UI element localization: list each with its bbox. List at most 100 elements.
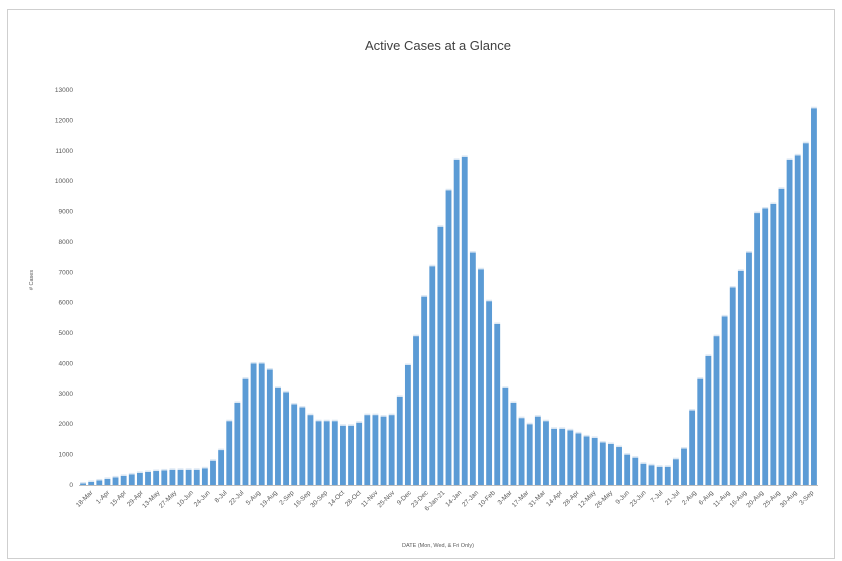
bar	[486, 301, 493, 485]
bar	[461, 156, 468, 485]
bar	[421, 296, 428, 485]
bar	[543, 421, 549, 485]
bar-cap	[705, 354, 712, 356]
bar-cap	[778, 187, 785, 189]
bar	[559, 428, 566, 485]
y-tick-label: 8000	[59, 239, 74, 246]
bar-cap	[551, 427, 557, 429]
bar	[624, 454, 631, 485]
bar-cap	[356, 421, 363, 423]
bar-cap	[811, 106, 817, 109]
bar-cap	[469, 251, 476, 253]
bar-cap	[559, 427, 566, 429]
x-tick-label: 28-Oct	[344, 489, 363, 508]
bar	[218, 450, 225, 485]
bar	[729, 287, 736, 485]
bar-cap	[567, 428, 574, 431]
bar-cap	[543, 419, 549, 422]
bar-cap	[672, 457, 679, 460]
bar-cap	[681, 447, 687, 449]
bar-cap	[112, 475, 119, 478]
bar-cap	[331, 419, 338, 422]
y-tick-label: 6000	[59, 300, 74, 307]
y-axis-title: # Cases	[29, 270, 35, 290]
bar-cap	[218, 448, 225, 451]
bar	[770, 203, 777, 485]
bar-cap	[802, 141, 809, 144]
bar-cap	[591, 436, 598, 438]
bar-cap	[445, 188, 452, 191]
bar	[120, 475, 127, 485]
bar-cap	[583, 434, 590, 437]
bar	[672, 459, 679, 485]
bar-cap	[266, 368, 273, 370]
bar-cap	[153, 469, 160, 472]
bar-cap	[185, 468, 192, 470]
bar	[356, 422, 363, 485]
y-tick-label: 11000	[55, 148, 73, 155]
bar	[478, 269, 484, 485]
bar-cap	[648, 463, 655, 466]
bar	[648, 465, 655, 485]
bar	[737, 270, 744, 485]
bar-cap	[607, 442, 614, 444]
bar	[315, 421, 322, 485]
bar-cap	[689, 409, 696, 411]
x-tick-label: 18-Mar	[75, 489, 95, 509]
bar	[201, 468, 208, 485]
bar-cap	[258, 361, 265, 364]
y-tick-label: 0	[69, 482, 73, 489]
bar-cap	[283, 390, 290, 393]
bar	[721, 316, 728, 485]
bar-cap	[323, 419, 330, 422]
bar-cap	[599, 440, 606, 443]
bar	[275, 387, 281, 485]
x-axis-title: DATE (Mon, Wed, & Fri Only)	[402, 543, 474, 549]
bar	[599, 442, 606, 485]
bar-cap	[746, 251, 752, 253]
bar	[681, 448, 687, 485]
bar-cap	[315, 419, 322, 422]
bar	[258, 363, 265, 485]
x-tick-label: 24-Jun	[193, 489, 212, 508]
bar	[811, 108, 817, 485]
bar-cap	[494, 322, 501, 324]
bar-cap	[656, 465, 663, 467]
y-axis: 0 1000 2000 3000 4000 5000 6000 7000 8000 9000 100…	[55, 87, 73, 489]
bar-cap	[193, 468, 200, 470]
bar-cap	[632, 456, 639, 458]
bar	[575, 433, 582, 485]
x-tick-label: 15-Apr	[109, 489, 128, 508]
x-tick-label: 14-Apr	[545, 489, 564, 508]
y-tick-label: 13000	[55, 87, 73, 94]
bar-cap	[510, 401, 517, 403]
bar-cap	[754, 211, 761, 214]
bar-cap	[348, 424, 354, 426]
x-tick-label: 27-May	[158, 489, 179, 510]
bar	[169, 469, 176, 485]
x-tick-label: 21-Jul	[664, 489, 682, 507]
bar-cap	[794, 153, 801, 156]
y-tick-label: 4000	[59, 360, 74, 367]
bar	[437, 226, 444, 486]
bar-cap	[291, 402, 298, 405]
bar-cap	[364, 413, 371, 416]
y-tick-label: 12000	[55, 117, 73, 124]
x-tick-label: 23-Jun	[629, 489, 648, 508]
bar-cap	[145, 470, 151, 472]
bar	[778, 188, 785, 485]
bar	[210, 460, 216, 485]
bar-cap	[275, 386, 281, 388]
bar-cap	[518, 416, 525, 419]
x-tick-label: 30-Aug	[779, 489, 799, 509]
y-tick-label: 9000	[59, 209, 74, 216]
x-tick-label: 2-Aug	[681, 489, 698, 506]
bar-cap	[664, 465, 671, 467]
bar-cap	[461, 155, 468, 157]
bar-cap	[737, 269, 744, 271]
bar	[307, 415, 314, 485]
bar	[80, 483, 86, 485]
bar	[380, 416, 387, 485]
bar	[145, 471, 151, 485]
bar-cap	[640, 462, 647, 464]
